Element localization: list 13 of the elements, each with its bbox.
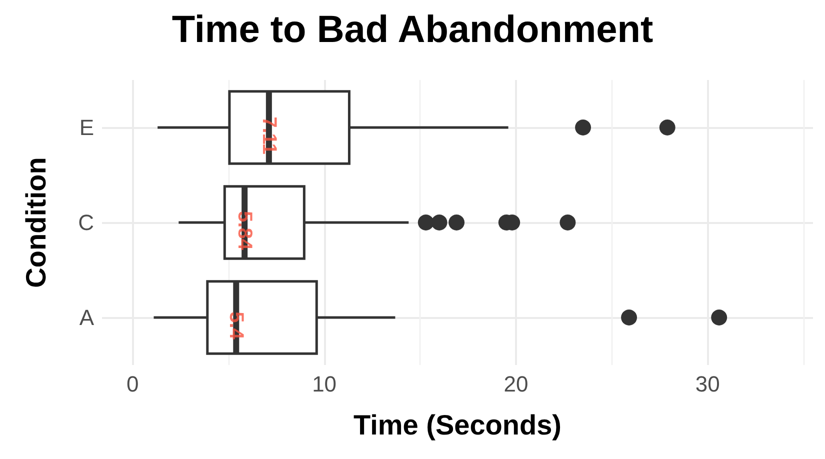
x-tick-label: 10 [312,372,337,396]
y-axis-title: Condition [20,157,52,288]
y-tick-label: E [79,115,94,140]
x-axis-title: Time (Seconds) [354,410,562,440]
x-tick-label: 20 [504,372,528,396]
annotation: 5.4 [225,312,248,340]
y-tick-label: A [79,305,94,330]
annotation: 5.84 [234,211,256,251]
annotation: 7.11 [258,116,280,154]
y-tick-label: C [78,210,94,235]
chart-title: Time to Bad Abandonment [172,9,654,51]
x-tick-label: 30 [695,372,720,396]
x-tick-label: 0 [126,372,139,396]
